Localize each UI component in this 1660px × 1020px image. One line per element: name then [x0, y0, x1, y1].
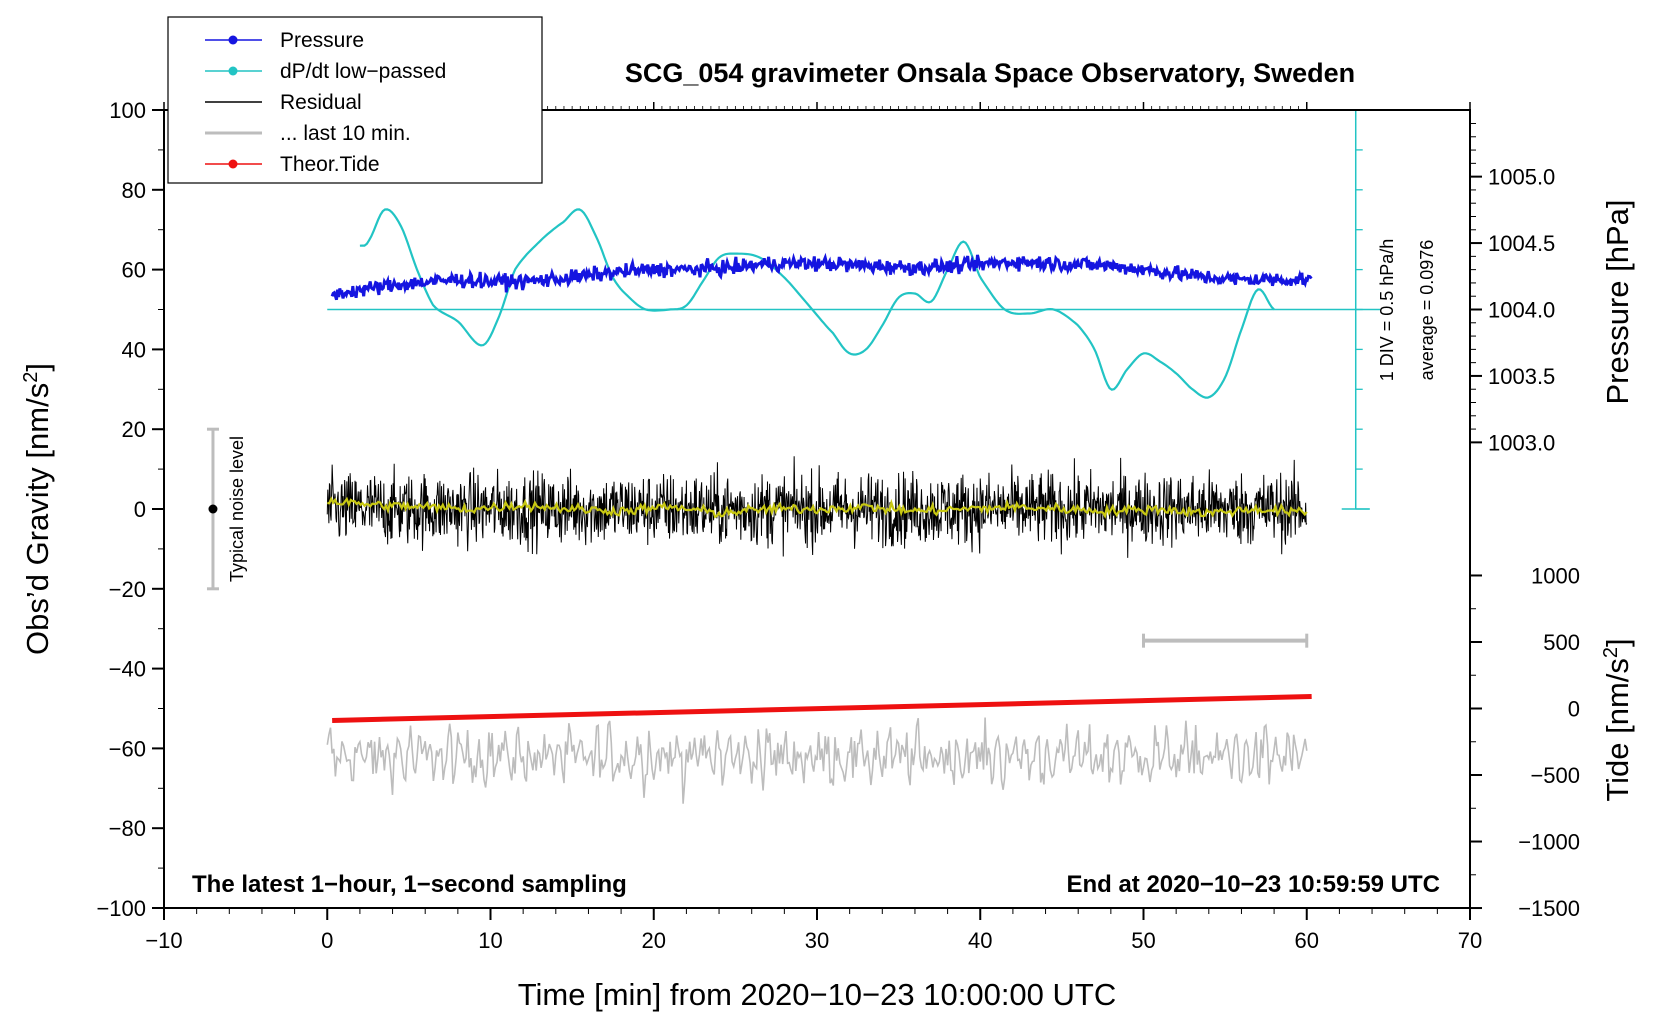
legend-marker: [228, 159, 238, 169]
y-tick-label: −40: [109, 657, 146, 682]
pressure-tick-label: 1004.5: [1488, 231, 1555, 256]
x-tick-label: 20: [642, 928, 666, 953]
legend-marker: [228, 35, 238, 45]
pressure-axis-title: Pressure [hPa]: [1600, 199, 1635, 404]
y-tick-label: −20: [109, 577, 146, 602]
tide-tick-label: 1000: [1531, 563, 1580, 588]
footer-right: End at 2020−10−23 10:59:59 UTC: [1066, 871, 1440, 898]
tide-axis-title: Tide [nm/s2]: [1600, 638, 1635, 801]
gravity-axis-title-sup: 2: [20, 372, 42, 383]
residual-line: [326, 456, 1308, 558]
residual-smoothed-line: [327, 496, 1308, 519]
tide-axis-title-sup: 2: [1600, 647, 1622, 658]
legend-label: ... last 10 min.: [280, 122, 411, 145]
y-tick-label: −80: [109, 816, 146, 841]
dpdt-line: [359, 208, 1275, 399]
pressure-tick-label: 1003.5: [1488, 364, 1555, 389]
legend-box: [167, 16, 543, 184]
legend: Pressure dP/dt low−passed Residual ... last…: [167, 16, 543, 184]
pressure-scale-text-2: average = 0.0976: [1417, 240, 1437, 381]
y-tick-label: 0: [134, 497, 146, 522]
pressure-line: [330, 252, 1313, 301]
y-tick-label: 60: [122, 258, 146, 283]
tide-tick-label: −500: [1530, 763, 1580, 788]
gravity-axis-title: Obs’d Gravity [nm/s2]: [20, 363, 55, 655]
x-axis-title: Time [min] from 2020−10−23 10:00:00 UTC: [518, 977, 1117, 1012]
x-tick-label: 0: [321, 928, 333, 953]
tide-tick-label: −1500: [1518, 896, 1580, 921]
x-tick-label: 60: [1295, 928, 1319, 953]
x-tick-label: 30: [805, 928, 829, 953]
y-tick-label: 80: [122, 178, 146, 203]
legend-marker: [228, 66, 238, 76]
pressure-tick-label: 1005.0: [1488, 165, 1555, 190]
tide-tick-label: −1000: [1518, 830, 1580, 855]
last-10-min-line: [326, 717, 1308, 804]
legend-label: dP/dt low−passed: [280, 60, 446, 83]
footer-left: The latest 1−hour, 1−second sampling: [192, 871, 627, 898]
y-tick-label: −100: [96, 896, 146, 921]
y-tick-label: 20: [122, 417, 146, 442]
y-tick-label: 40: [122, 337, 146, 362]
pressure-scale-text-1: 1 DIV = 0.5 hPa/h: [1377, 239, 1397, 382]
legend-label: Pressure: [280, 29, 364, 52]
x-tick-label: 70: [1458, 928, 1482, 953]
x-tick-label: 40: [968, 928, 992, 953]
legend-label: Theor.Tide: [280, 153, 380, 176]
noise-bar-dot: [208, 504, 218, 514]
chart-title: SCG_054 gravimeter Onsala Space Observat…: [625, 58, 1355, 88]
x-tick-label: −10: [145, 928, 182, 953]
x-tick-label: 50: [1131, 928, 1155, 953]
legend-label: Residual: [280, 91, 362, 114]
tide-tick-label: 0: [1568, 697, 1580, 722]
theor-tide-line: [332, 694, 1312, 723]
y-tick-label: 100: [109, 98, 146, 123]
axes-layer: −10 0 10 20 30 40 50 60 70100806040200−20−40−60−…: [96, 98, 1580, 953]
tide-tick-label: 500: [1543, 630, 1580, 655]
series-layer: [206, 109, 1381, 804]
y-tick-label: −60: [109, 736, 146, 761]
pressure-tick-label: 1004.0: [1488, 298, 1555, 323]
x-tick-label: 10: [478, 928, 502, 953]
noise-level-label: Typical noise level: [227, 436, 247, 582]
pressure-tick-label: 1003.0: [1488, 430, 1555, 455]
